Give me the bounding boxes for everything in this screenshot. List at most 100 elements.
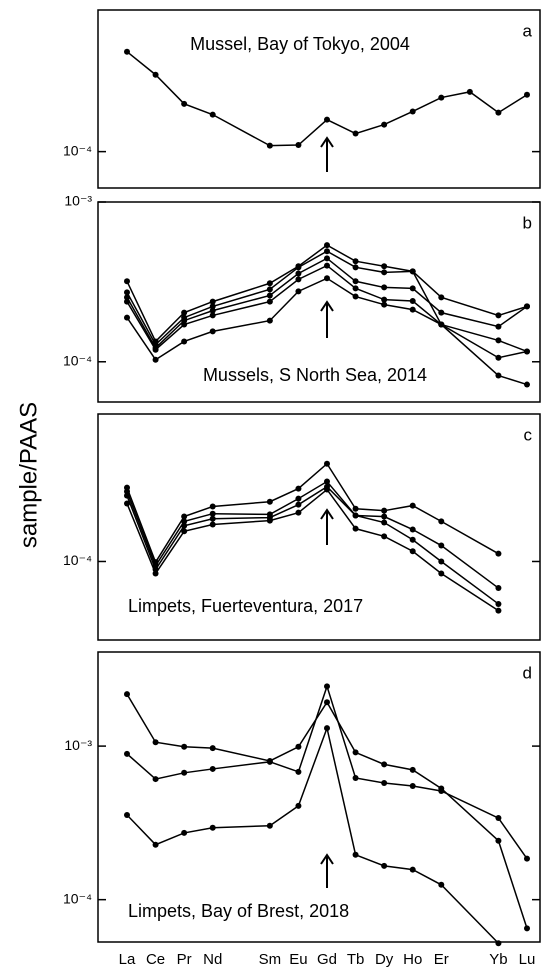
data-point bbox=[352, 525, 359, 532]
data-point bbox=[152, 356, 159, 363]
data-point bbox=[181, 309, 188, 316]
data-point bbox=[124, 298, 130, 305]
data-point bbox=[266, 286, 273, 293]
data-point bbox=[124, 289, 130, 296]
data-point bbox=[324, 486, 330, 493]
data-point bbox=[181, 829, 188, 836]
data-point bbox=[438, 542, 445, 549]
data-point bbox=[381, 761, 388, 768]
series-line bbox=[126, 725, 499, 944]
data-point bbox=[381, 862, 388, 869]
data-point bbox=[209, 328, 216, 335]
data-point bbox=[495, 109, 502, 116]
arrow-head bbox=[320, 136, 334, 148]
data-point bbox=[409, 306, 416, 313]
data-point bbox=[438, 788, 445, 795]
data-point bbox=[324, 116, 330, 123]
data-point bbox=[409, 536, 416, 543]
data-point bbox=[295, 802, 302, 809]
data-point bbox=[409, 766, 416, 773]
x-tick-label: La bbox=[119, 951, 136, 968]
series-line bbox=[126, 480, 499, 589]
data-point bbox=[181, 743, 188, 750]
data-point bbox=[352, 264, 359, 271]
y-tick-label: 10⁻⁴ bbox=[63, 890, 92, 906]
data-point bbox=[266, 142, 273, 149]
series-line bbox=[126, 462, 499, 564]
data-point bbox=[409, 268, 416, 275]
arrow-head bbox=[320, 300, 334, 312]
data-point bbox=[352, 258, 359, 265]
data-point bbox=[524, 855, 530, 862]
data-point bbox=[352, 512, 359, 519]
data-point bbox=[524, 91, 530, 98]
data-point bbox=[409, 285, 416, 292]
y-tick-label: 10⁻⁴ bbox=[63, 352, 92, 368]
data-point bbox=[409, 782, 416, 789]
data-point bbox=[209, 510, 216, 517]
data-point bbox=[381, 296, 388, 303]
data-point bbox=[324, 242, 330, 249]
data-point bbox=[181, 528, 188, 535]
x-tick-label: Nd bbox=[203, 951, 222, 968]
data-point bbox=[124, 811, 130, 818]
data-point bbox=[295, 264, 302, 271]
data-point bbox=[324, 460, 330, 467]
data-point bbox=[324, 683, 330, 690]
data-point bbox=[495, 323, 502, 330]
data-point bbox=[352, 130, 359, 137]
data-point bbox=[209, 521, 216, 528]
data-point bbox=[381, 263, 388, 270]
data-point bbox=[266, 317, 273, 324]
data-point bbox=[381, 121, 388, 128]
data-point bbox=[381, 519, 388, 526]
data-point bbox=[295, 485, 302, 492]
data-point bbox=[381, 301, 388, 308]
data-point bbox=[209, 298, 216, 305]
x-tick-label: Dy bbox=[375, 951, 394, 968]
data-point bbox=[295, 501, 302, 508]
data-point bbox=[438, 558, 445, 565]
series-line bbox=[126, 485, 499, 605]
y-tick-label: 10⁻³ bbox=[64, 193, 92, 209]
x-tick-label: Eu bbox=[289, 951, 307, 968]
series-line bbox=[126, 488, 499, 612]
data-point bbox=[381, 533, 388, 540]
panel-letter: d bbox=[523, 663, 532, 682]
data-point bbox=[381, 513, 388, 520]
data-point bbox=[209, 307, 216, 314]
data-point bbox=[495, 550, 502, 557]
data-point bbox=[352, 293, 359, 300]
data-point bbox=[295, 509, 302, 516]
data-point bbox=[209, 745, 216, 752]
x-tick-label: Er bbox=[434, 951, 449, 968]
data-point bbox=[266, 498, 273, 505]
data-point bbox=[352, 285, 359, 292]
data-point bbox=[524, 925, 530, 932]
data-point bbox=[181, 100, 188, 107]
data-point bbox=[438, 94, 445, 101]
x-tick-label: Gd bbox=[317, 951, 337, 968]
data-point bbox=[181, 513, 188, 520]
panel-title: Mussels, S North Sea, 2014 bbox=[203, 365, 427, 385]
data-point bbox=[295, 495, 302, 502]
data-point bbox=[495, 607, 502, 614]
data-point bbox=[324, 275, 330, 282]
x-tick-label: Ce bbox=[146, 951, 165, 968]
data-point bbox=[381, 269, 388, 276]
data-point bbox=[152, 739, 159, 746]
panel-title: Limpets, Bay of Brest, 2018 bbox=[128, 901, 349, 921]
data-point bbox=[181, 518, 188, 525]
data-point bbox=[495, 815, 502, 822]
data-point bbox=[438, 294, 445, 301]
data-point bbox=[381, 284, 388, 291]
data-point bbox=[181, 769, 188, 776]
data-point bbox=[438, 881, 445, 888]
panel-frame bbox=[97, 9, 541, 189]
data-point bbox=[352, 749, 359, 756]
x-tick-label: Pr bbox=[177, 951, 192, 968]
data-point bbox=[124, 492, 130, 499]
data-point bbox=[409, 502, 416, 509]
panel-frame bbox=[97, 413, 541, 641]
x-tick-label: Tb bbox=[347, 951, 365, 968]
